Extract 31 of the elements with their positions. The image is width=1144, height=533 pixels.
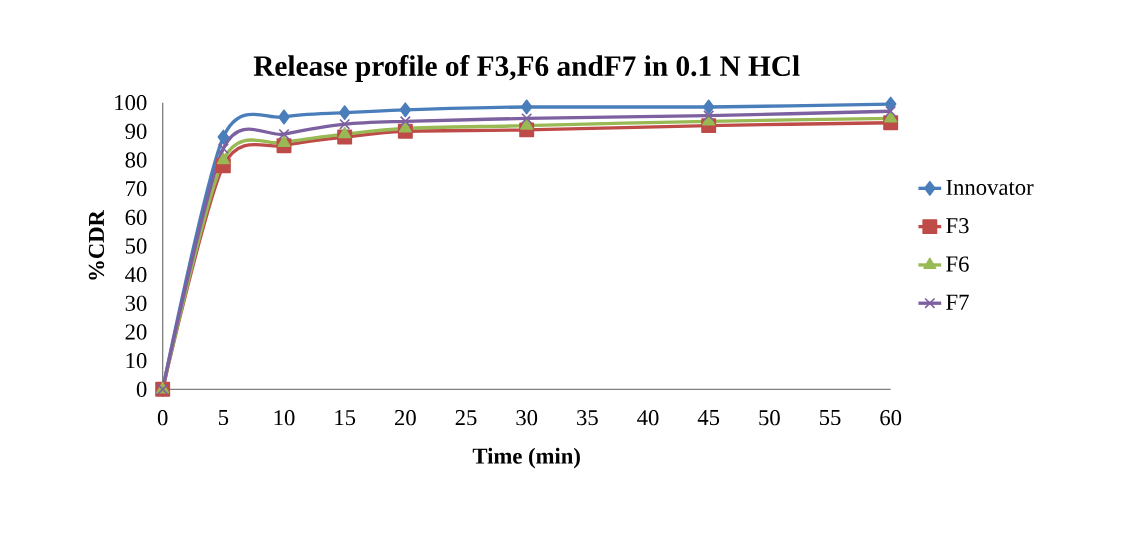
x-tick-label: 20 bbox=[395, 409, 416, 426]
x-tick-label: 35 bbox=[577, 409, 598, 426]
x-tick-label: 30 bbox=[516, 409, 538, 426]
y-tick-label: 100 bbox=[115, 94, 147, 111]
y-tick-label: 30 bbox=[125, 295, 147, 311]
y-tick-label: 10 bbox=[126, 352, 147, 369]
x-tick-label: 40 bbox=[637, 409, 659, 426]
legend-label: Innovator bbox=[946, 179, 1034, 195]
y-tick-label: 60 bbox=[125, 209, 147, 225]
y-tick-label: 40 bbox=[125, 266, 147, 283]
legend-label: F6 bbox=[946, 256, 969, 272]
y-tick-label: 20 bbox=[125, 324, 147, 340]
x-tick-label: 25 bbox=[455, 409, 477, 426]
y-tick-label: 90 bbox=[125, 123, 147, 139]
x-tick-label: 0 bbox=[157, 409, 168, 426]
y-tick-label: 0 bbox=[136, 381, 147, 397]
x-tick-label: 50 bbox=[759, 409, 780, 426]
y-tick-label: 70 bbox=[126, 180, 147, 197]
x-tick-label: 55 bbox=[819, 409, 841, 425]
x-tick-label: 15 bbox=[335, 409, 356, 426]
y-axis-title: %CDR bbox=[88, 209, 105, 280]
chart-title: Release profile of F3,F6 andF7 in 0.1 N HCl bbox=[253, 54, 800, 82]
legend-label: F3 bbox=[946, 217, 969, 234]
y-tick-label: 80 bbox=[125, 152, 147, 168]
x-tick-label: 5 bbox=[219, 409, 229, 425]
legend-label: F7 bbox=[946, 294, 969, 310]
x-axis-title: Time (min) bbox=[472, 447, 580, 469]
y-tick-label: 50 bbox=[125, 238, 147, 254]
x-tick-label: 45 bbox=[697, 409, 720, 426]
x-tick-label: 60 bbox=[880, 409, 902, 426]
x-tick-label: 10 bbox=[274, 409, 295, 426]
